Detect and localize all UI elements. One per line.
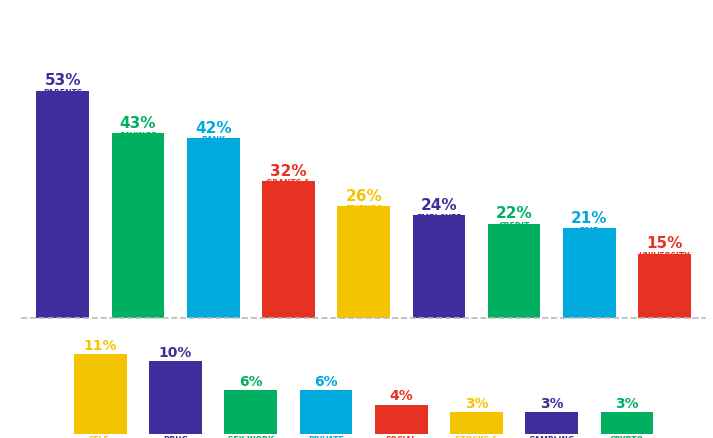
Bar bbox=[262, 180, 314, 318]
Bar bbox=[375, 405, 428, 434]
Text: 26%: 26% bbox=[345, 189, 382, 204]
Bar bbox=[413, 215, 465, 318]
Text: 21%: 21% bbox=[571, 211, 607, 226]
Text: UNIVERSITY: UNIVERSITY bbox=[639, 252, 690, 261]
Text: PRIVATE
LOANS: PRIVATE LOANS bbox=[308, 436, 344, 438]
Bar bbox=[74, 354, 127, 434]
Text: PARENTS: PARENTS bbox=[43, 89, 83, 98]
Text: STOCKS &
SHARES: STOCKS & SHARES bbox=[455, 436, 498, 438]
Bar bbox=[225, 390, 277, 434]
Text: 11%: 11% bbox=[83, 339, 117, 353]
Text: 42%: 42% bbox=[195, 120, 232, 136]
Bar bbox=[638, 254, 691, 318]
Text: 6%: 6% bbox=[314, 375, 338, 389]
Bar bbox=[112, 134, 164, 318]
Bar bbox=[337, 206, 390, 318]
Text: EMPLOYER: EMPLOYER bbox=[416, 214, 462, 223]
Text: GRANTS &
FUNDING: GRANTS & FUNDING bbox=[266, 180, 311, 198]
Text: CREDIT
CARD: CREDIT CARD bbox=[498, 223, 530, 241]
Text: CRYPTO: CRYPTO bbox=[610, 436, 644, 438]
Bar bbox=[187, 138, 240, 318]
Text: 24%: 24% bbox=[421, 198, 457, 213]
Text: SAVINGS: SAVINGS bbox=[119, 132, 157, 141]
Text: PAID
SURVEYS: PAID SURVEYS bbox=[570, 226, 609, 245]
Text: 43%: 43% bbox=[120, 116, 156, 131]
Bar bbox=[299, 390, 352, 434]
Bar bbox=[450, 412, 503, 434]
Text: GAMBLING: GAMBLING bbox=[528, 436, 575, 438]
Text: 6%: 6% bbox=[239, 375, 262, 389]
Text: 22%: 22% bbox=[496, 206, 533, 222]
Text: 4%: 4% bbox=[389, 389, 413, 403]
Text: 3%: 3% bbox=[615, 396, 639, 410]
Bar bbox=[525, 412, 578, 434]
Text: 32%: 32% bbox=[270, 163, 307, 179]
Text: 3%: 3% bbox=[465, 396, 488, 410]
Text: SELF-
EMPLOYMENT: SELF- EMPLOYMENT bbox=[71, 436, 130, 438]
Text: 15%: 15% bbox=[646, 237, 682, 251]
Text: DRUG
TRIALS: DRUG TRIALS bbox=[160, 436, 190, 438]
Text: 10%: 10% bbox=[159, 346, 193, 360]
Text: FRIENDS: FRIENDS bbox=[345, 205, 382, 214]
Text: 3%: 3% bbox=[540, 396, 563, 410]
Text: 53%: 53% bbox=[44, 73, 81, 88]
Bar bbox=[563, 228, 615, 318]
Bar bbox=[600, 412, 653, 434]
Bar bbox=[36, 91, 89, 318]
Text: SOCIAL
MEDIA: SOCIAL MEDIA bbox=[386, 436, 417, 438]
Text: BANK: BANK bbox=[201, 137, 225, 145]
Bar bbox=[488, 223, 540, 318]
Bar bbox=[149, 361, 202, 434]
Text: SEX WORK: SEX WORK bbox=[228, 436, 274, 438]
